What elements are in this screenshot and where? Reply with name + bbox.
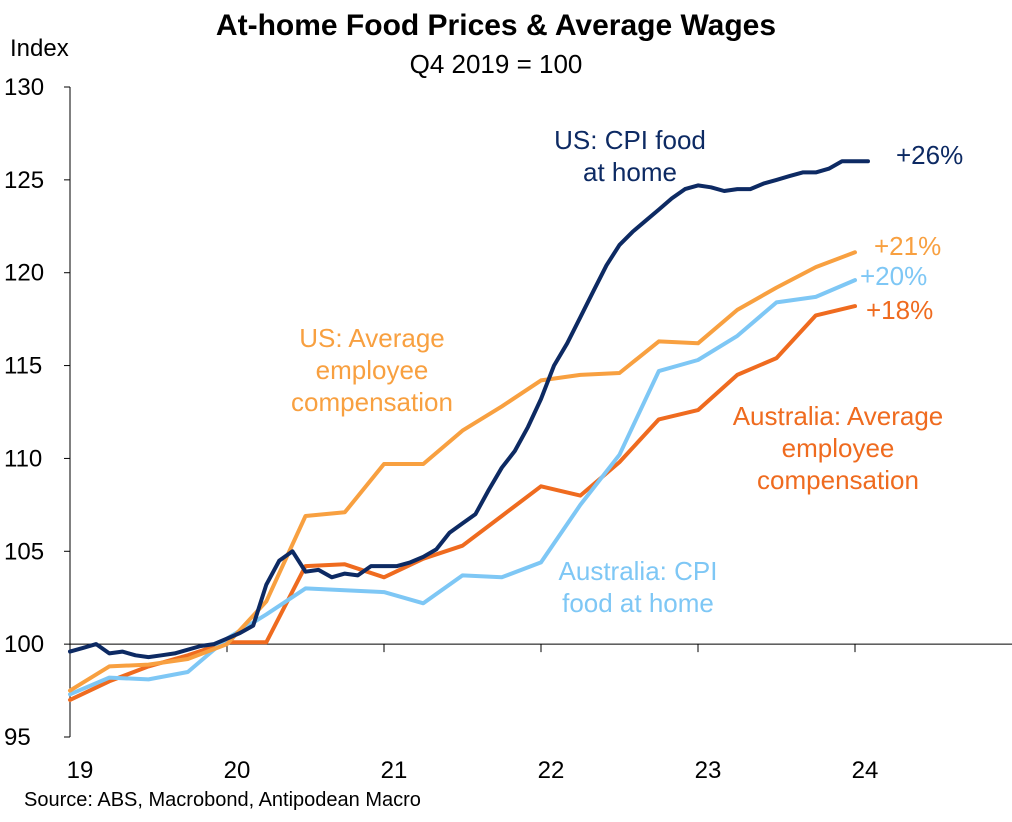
series-end-label: +18%: [866, 295, 933, 325]
series-label: compensation: [757, 465, 919, 495]
y-tick-label: 120: [4, 260, 44, 287]
y-tick-label: 110: [4, 445, 42, 472]
x-tick-label: 23: [695, 757, 722, 784]
series-line: [68, 250, 857, 693]
series-label: at home: [583, 157, 677, 187]
series-label: employee: [782, 433, 895, 463]
series-line: [68, 278, 857, 697]
series-label: Australia: CPI: [559, 556, 718, 586]
series-label: US: Average: [299, 323, 445, 353]
x-tick-label: 21: [381, 757, 408, 784]
series-label: compensation: [291, 387, 453, 417]
chart-subtitle: Q4 2019 = 100: [410, 49, 583, 79]
y-tick-label: 130: [4, 74, 44, 101]
x-tick-label: 22: [538, 757, 565, 784]
series-label: employee: [316, 355, 429, 385]
source-note: Source: ABS, Macrobond, Antipodean Macro: [24, 789, 421, 811]
y-tick-label: 105: [4, 538, 44, 565]
series-end-label: +26%: [896, 140, 963, 170]
series-line: [68, 304, 857, 702]
y-tick-label: 115: [4, 353, 42, 380]
series-line: [68, 159, 870, 660]
x-tick-label: 19: [67, 757, 94, 784]
chart-title: At-home Food Prices & Average Wages: [216, 9, 776, 42]
x-tick-label: 24: [852, 757, 879, 784]
y-tick-label: 95: [4, 724, 31, 751]
y-tick-label: 100: [4, 631, 44, 658]
y-tick-label: 125: [4, 167, 44, 194]
y-axis-label: Index: [10, 35, 69, 62]
series-label: Australia: Average: [733, 401, 944, 431]
series-end-label: +21%: [874, 231, 941, 261]
series-label: US: CPI food: [554, 125, 706, 155]
series-end-label: +20%: [860, 261, 927, 291]
x-tick-label: 20: [224, 757, 251, 784]
series-label: food at home: [562, 588, 714, 618]
